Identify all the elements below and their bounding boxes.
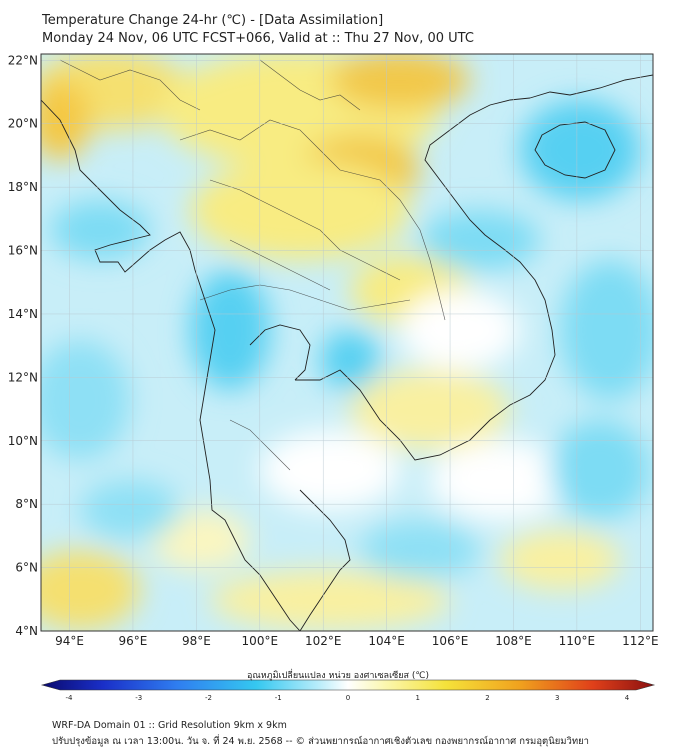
lon-label: 104°E xyxy=(368,634,405,648)
lon-label: 106°E xyxy=(432,634,469,648)
graticule xyxy=(41,54,653,631)
lat-label: 4°N xyxy=(15,624,38,638)
colorbar-ticks: -4 -3 -2 -1 0 1 2 3 4 xyxy=(66,694,630,702)
colorbar-tick-label: 2 xyxy=(485,694,489,702)
colorbar-tick-label: 3 xyxy=(555,694,559,702)
lat-label: 12°N xyxy=(8,370,38,384)
lon-label: 96°E xyxy=(119,634,148,648)
temperature-field xyxy=(41,54,653,631)
colorbar-tick-label: -2 xyxy=(205,694,212,702)
longitude-labels: 94°E 96°E 98°E 100°E 102°E 104°E 106°E 108°E 110… xyxy=(55,634,658,648)
latitude-labels: 22°N 20°N 18°N 16°N 14°N 12°N 10°N 8°N 6°N 4°N xyxy=(8,53,38,638)
lat-label: 18°N xyxy=(8,180,38,194)
colorbar-tick-label: -1 xyxy=(275,694,282,702)
model-info: WRF-DA Domain 01 :: Grid Resolution 9km … xyxy=(52,720,287,731)
lat-label: 16°N xyxy=(8,244,38,258)
colorbar-tick-label: -4 xyxy=(66,694,74,702)
map-title: Temperature Change 24-hr (℃) - [Data Ass… xyxy=(42,13,384,28)
colorbar-label: อุณหภูมิเปลี่ยนแปลง หน่วย องศาเซลเซียส (… xyxy=(246,671,430,681)
lat-label: 6°N xyxy=(15,561,38,575)
colorbar-tick-label: 0 xyxy=(346,694,350,702)
colorbar: -4 -3 -2 -1 0 1 2 3 4 xyxy=(40,679,656,702)
lat-label: 8°N xyxy=(15,497,38,511)
lon-label: 98°E xyxy=(182,634,211,648)
map-subtitle: Monday 24 Nov, 06 UTC FCST+066, Valid at… xyxy=(42,31,474,46)
colorbar-tick-label: 1 xyxy=(416,694,420,702)
lat-label: 20°N xyxy=(8,117,38,131)
coastline xyxy=(41,74,653,631)
credits: ปรับปรุงข้อมูล ณ เวลา 13:00น. วัน จ. ที่… xyxy=(52,736,590,747)
lon-label: 108°E xyxy=(495,634,532,648)
colorbar-tick-label: -3 xyxy=(135,694,142,702)
lon-label: 94°E xyxy=(55,634,84,648)
lon-label: 110°E xyxy=(559,634,596,648)
lon-label: 102°E xyxy=(305,634,342,648)
lon-label: 100°E xyxy=(242,634,279,648)
map-frame xyxy=(40,53,654,632)
lat-label: 22°N xyxy=(8,53,38,67)
colorbar-tick-label: 4 xyxy=(625,694,630,702)
lat-label: 14°N xyxy=(8,307,38,321)
lon-label: 112°E xyxy=(622,634,659,648)
lat-label: 10°N xyxy=(8,434,38,448)
